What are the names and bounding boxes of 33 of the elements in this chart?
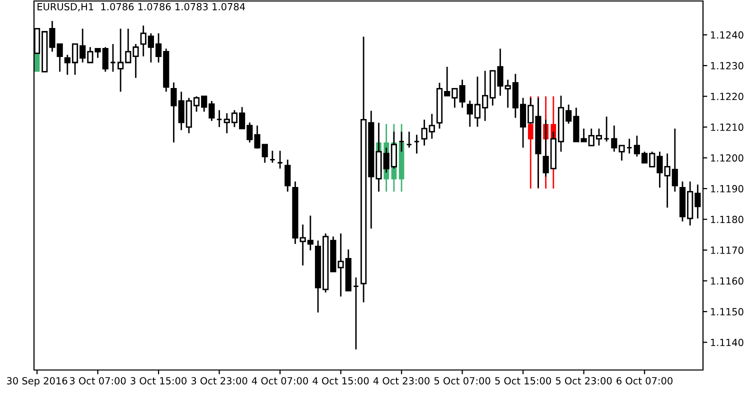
x-tick-label: 4 Oct 07:00 [252, 377, 308, 384]
x-tick-label: 3 Oct 23:00 [191, 377, 248, 384]
y-tick-label: 1.1140 [711, 338, 744, 346]
x-tick-label: 5 Oct 15:00 [495, 377, 551, 384]
candlestick [414, 134, 420, 154]
candlestick [110, 43, 116, 72]
x-tick-label: 5 Oct 23:00 [556, 377, 612, 384]
x-tick-label: 5 Oct 07:00 [434, 377, 490, 384]
y-tick-label: 1.1200 [711, 154, 744, 162]
x-tick-label: 4 Oct 23:00 [373, 377, 430, 384]
chart-title: EURUSD,H1 1.0786 1.0786 1.0783 1.0784 [38, 3, 246, 12]
y-tick-label: 1.1150 [711, 308, 744, 316]
candlestick [604, 116, 610, 142]
candlestick [406, 130, 412, 148]
candlestick [626, 138, 632, 154]
candlestick [276, 150, 284, 170]
y-tick-label: 1.1220 [711, 92, 744, 100]
x-tick-label: 3 Oct 15:00 [130, 377, 186, 384]
candlestick [216, 109, 222, 128]
y-tick-label: 1.1230 [711, 62, 744, 70]
x-tick-label: 4 Oct 15:00 [312, 377, 369, 384]
candlestick [269, 150, 276, 164]
y-tick-label: 1.1190 [711, 185, 744, 192]
y-tick-label: 1.1180 [711, 216, 744, 224]
y-tick-label: 1.1210 [711, 124, 744, 131]
y-tick-label: 1.1170 [711, 246, 744, 254]
y-tick-label: 1.1160 [711, 277, 744, 285]
y-tick-label: 1.1240 [711, 31, 744, 39]
x-tick-label: 6 Oct 07:00 [616, 377, 672, 384]
candlestick [284, 158, 291, 192]
x-tick-label: 30 Sep 2016 [6, 377, 68, 386]
candlestick [352, 276, 360, 350]
x-tick-label: 3 Oct 07:00 [70, 377, 126, 384]
